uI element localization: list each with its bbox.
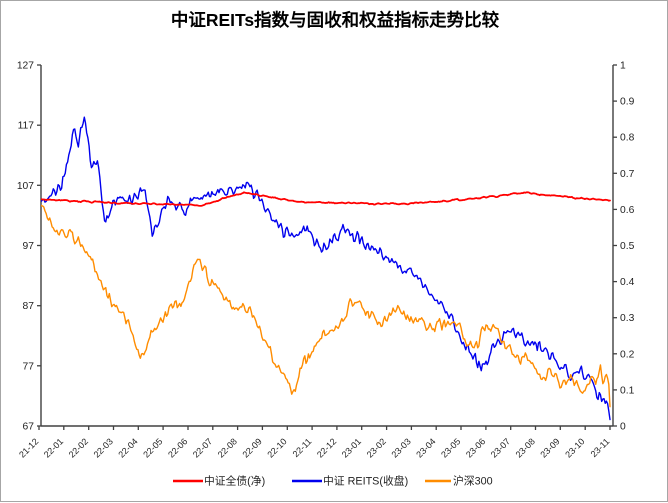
- svg-text:23-03: 23-03: [389, 436, 412, 459]
- svg-text:沪深300: 沪深300: [453, 474, 493, 488]
- svg-text:23-06: 23-06: [464, 436, 487, 459]
- svg-text:0.4: 0.4: [620, 277, 635, 288]
- svg-text:22-06: 22-06: [166, 436, 189, 459]
- svg-text:23-07: 23-07: [489, 436, 512, 459]
- svg-text:0.6: 0.6: [620, 205, 635, 216]
- svg-text:22-12: 22-12: [315, 436, 338, 459]
- svg-text:77: 77: [23, 361, 35, 372]
- svg-text:23-04: 23-04: [414, 436, 437, 459]
- svg-text:107: 107: [17, 181, 34, 192]
- svg-text:117: 117: [18, 121, 35, 132]
- svg-text:1: 1: [620, 61, 626, 72]
- svg-text:67: 67: [23, 422, 35, 433]
- svg-text:23-02: 23-02: [365, 436, 388, 459]
- svg-text:97: 97: [23, 241, 35, 252]
- svg-text:中证 REITS(收盘): 中证 REITS(收盘): [323, 474, 408, 488]
- svg-text:22-01: 22-01: [42, 436, 65, 459]
- svg-text:22-09: 22-09: [240, 436, 263, 459]
- svg-text:22-02: 22-02: [67, 436, 90, 459]
- svg-text:23-11: 23-11: [589, 436, 612, 459]
- svg-text:0.9: 0.9: [620, 97, 635, 108]
- svg-text:0.7: 0.7: [620, 169, 635, 180]
- svg-text:22-04: 22-04: [116, 436, 139, 459]
- svg-text:22-05: 22-05: [141, 436, 164, 459]
- svg-text:127: 127: [17, 61, 34, 72]
- svg-text:22-03: 22-03: [92, 436, 115, 459]
- svg-text:23-05: 23-05: [439, 436, 462, 459]
- svg-text:22-10: 22-10: [265, 436, 288, 459]
- svg-text:中证全债(净): 中证全债(净): [204, 474, 265, 488]
- svg-text:23-09: 23-09: [538, 436, 561, 459]
- svg-text:22-11: 22-11: [291, 436, 314, 459]
- svg-text:0.2: 0.2: [620, 349, 635, 360]
- svg-text:23-10: 23-10: [563, 436, 586, 459]
- svg-text:23-01: 23-01: [340, 436, 363, 459]
- svg-text:0.1: 0.1: [620, 385, 635, 396]
- svg-text:0: 0: [620, 422, 626, 433]
- svg-text:21-12: 21-12: [17, 436, 40, 459]
- svg-text:0.3: 0.3: [620, 313, 635, 324]
- svg-text:23-08: 23-08: [514, 436, 537, 459]
- svg-text:0.8: 0.8: [620, 133, 635, 144]
- svg-text:22-07: 22-07: [191, 436, 214, 459]
- svg-text:0.5: 0.5: [620, 241, 635, 252]
- svg-text:87: 87: [23, 301, 35, 312]
- svg-text:22-08: 22-08: [216, 436, 239, 459]
